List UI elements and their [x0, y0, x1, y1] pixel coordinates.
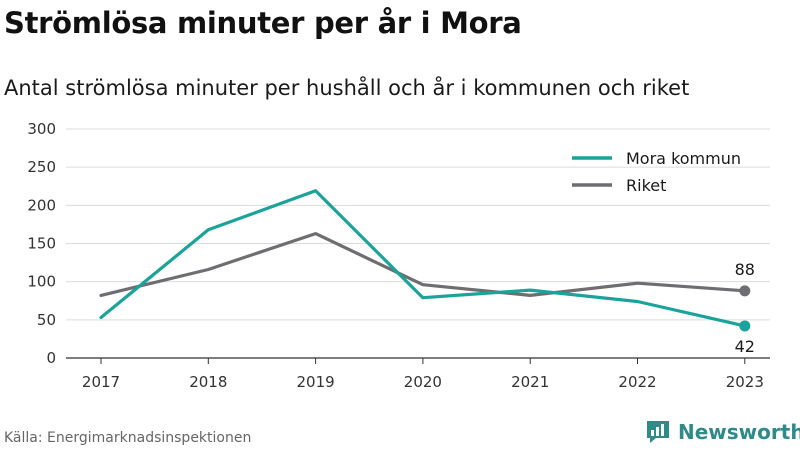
y-tick-label: 300	[27, 120, 56, 138]
chart-title: Strömlösa minuter per år i Mora	[4, 6, 522, 40]
series-endpoint-mora	[739, 320, 751, 332]
y-tick-label: 200	[27, 196, 56, 214]
x-tick-label: 2022	[618, 373, 656, 391]
x-tick-label: 2023	[726, 373, 764, 391]
x-tick-label: 2017	[82, 373, 120, 391]
y-tick-label: 150	[27, 235, 56, 253]
y-tick-label: 100	[27, 273, 56, 291]
y-tick-label: 50	[37, 311, 56, 329]
x-tick-label: 2018	[189, 373, 227, 391]
brand-logo: Newsworthy	[644, 419, 800, 445]
series-line-mora	[99, 189, 747, 328]
legend-label: Mora kommun	[626, 149, 741, 168]
y-tick-label: 250	[27, 158, 56, 176]
newsworthy-icon	[647, 421, 669, 443]
end-label-mora: 42	[735, 337, 755, 356]
legend-label: Riket	[626, 176, 666, 195]
y-tick-label: 0	[46, 349, 56, 367]
series-line-riket	[99, 232, 747, 297]
chart-subtitle: Antal strömlösa minuter per hushåll och …	[4, 76, 690, 100]
brand-name: Newsworthy	[678, 420, 800, 444]
end-label-riket: 88	[735, 260, 755, 279]
x-tick-label: 2021	[511, 373, 549, 391]
source-note: Källa: Energimarknadsinspektionen	[4, 430, 252, 446]
x-tick-label: 2020	[404, 373, 442, 391]
x-tick-label: 2019	[297, 373, 335, 391]
series-endpoint-riket	[739, 285, 751, 297]
